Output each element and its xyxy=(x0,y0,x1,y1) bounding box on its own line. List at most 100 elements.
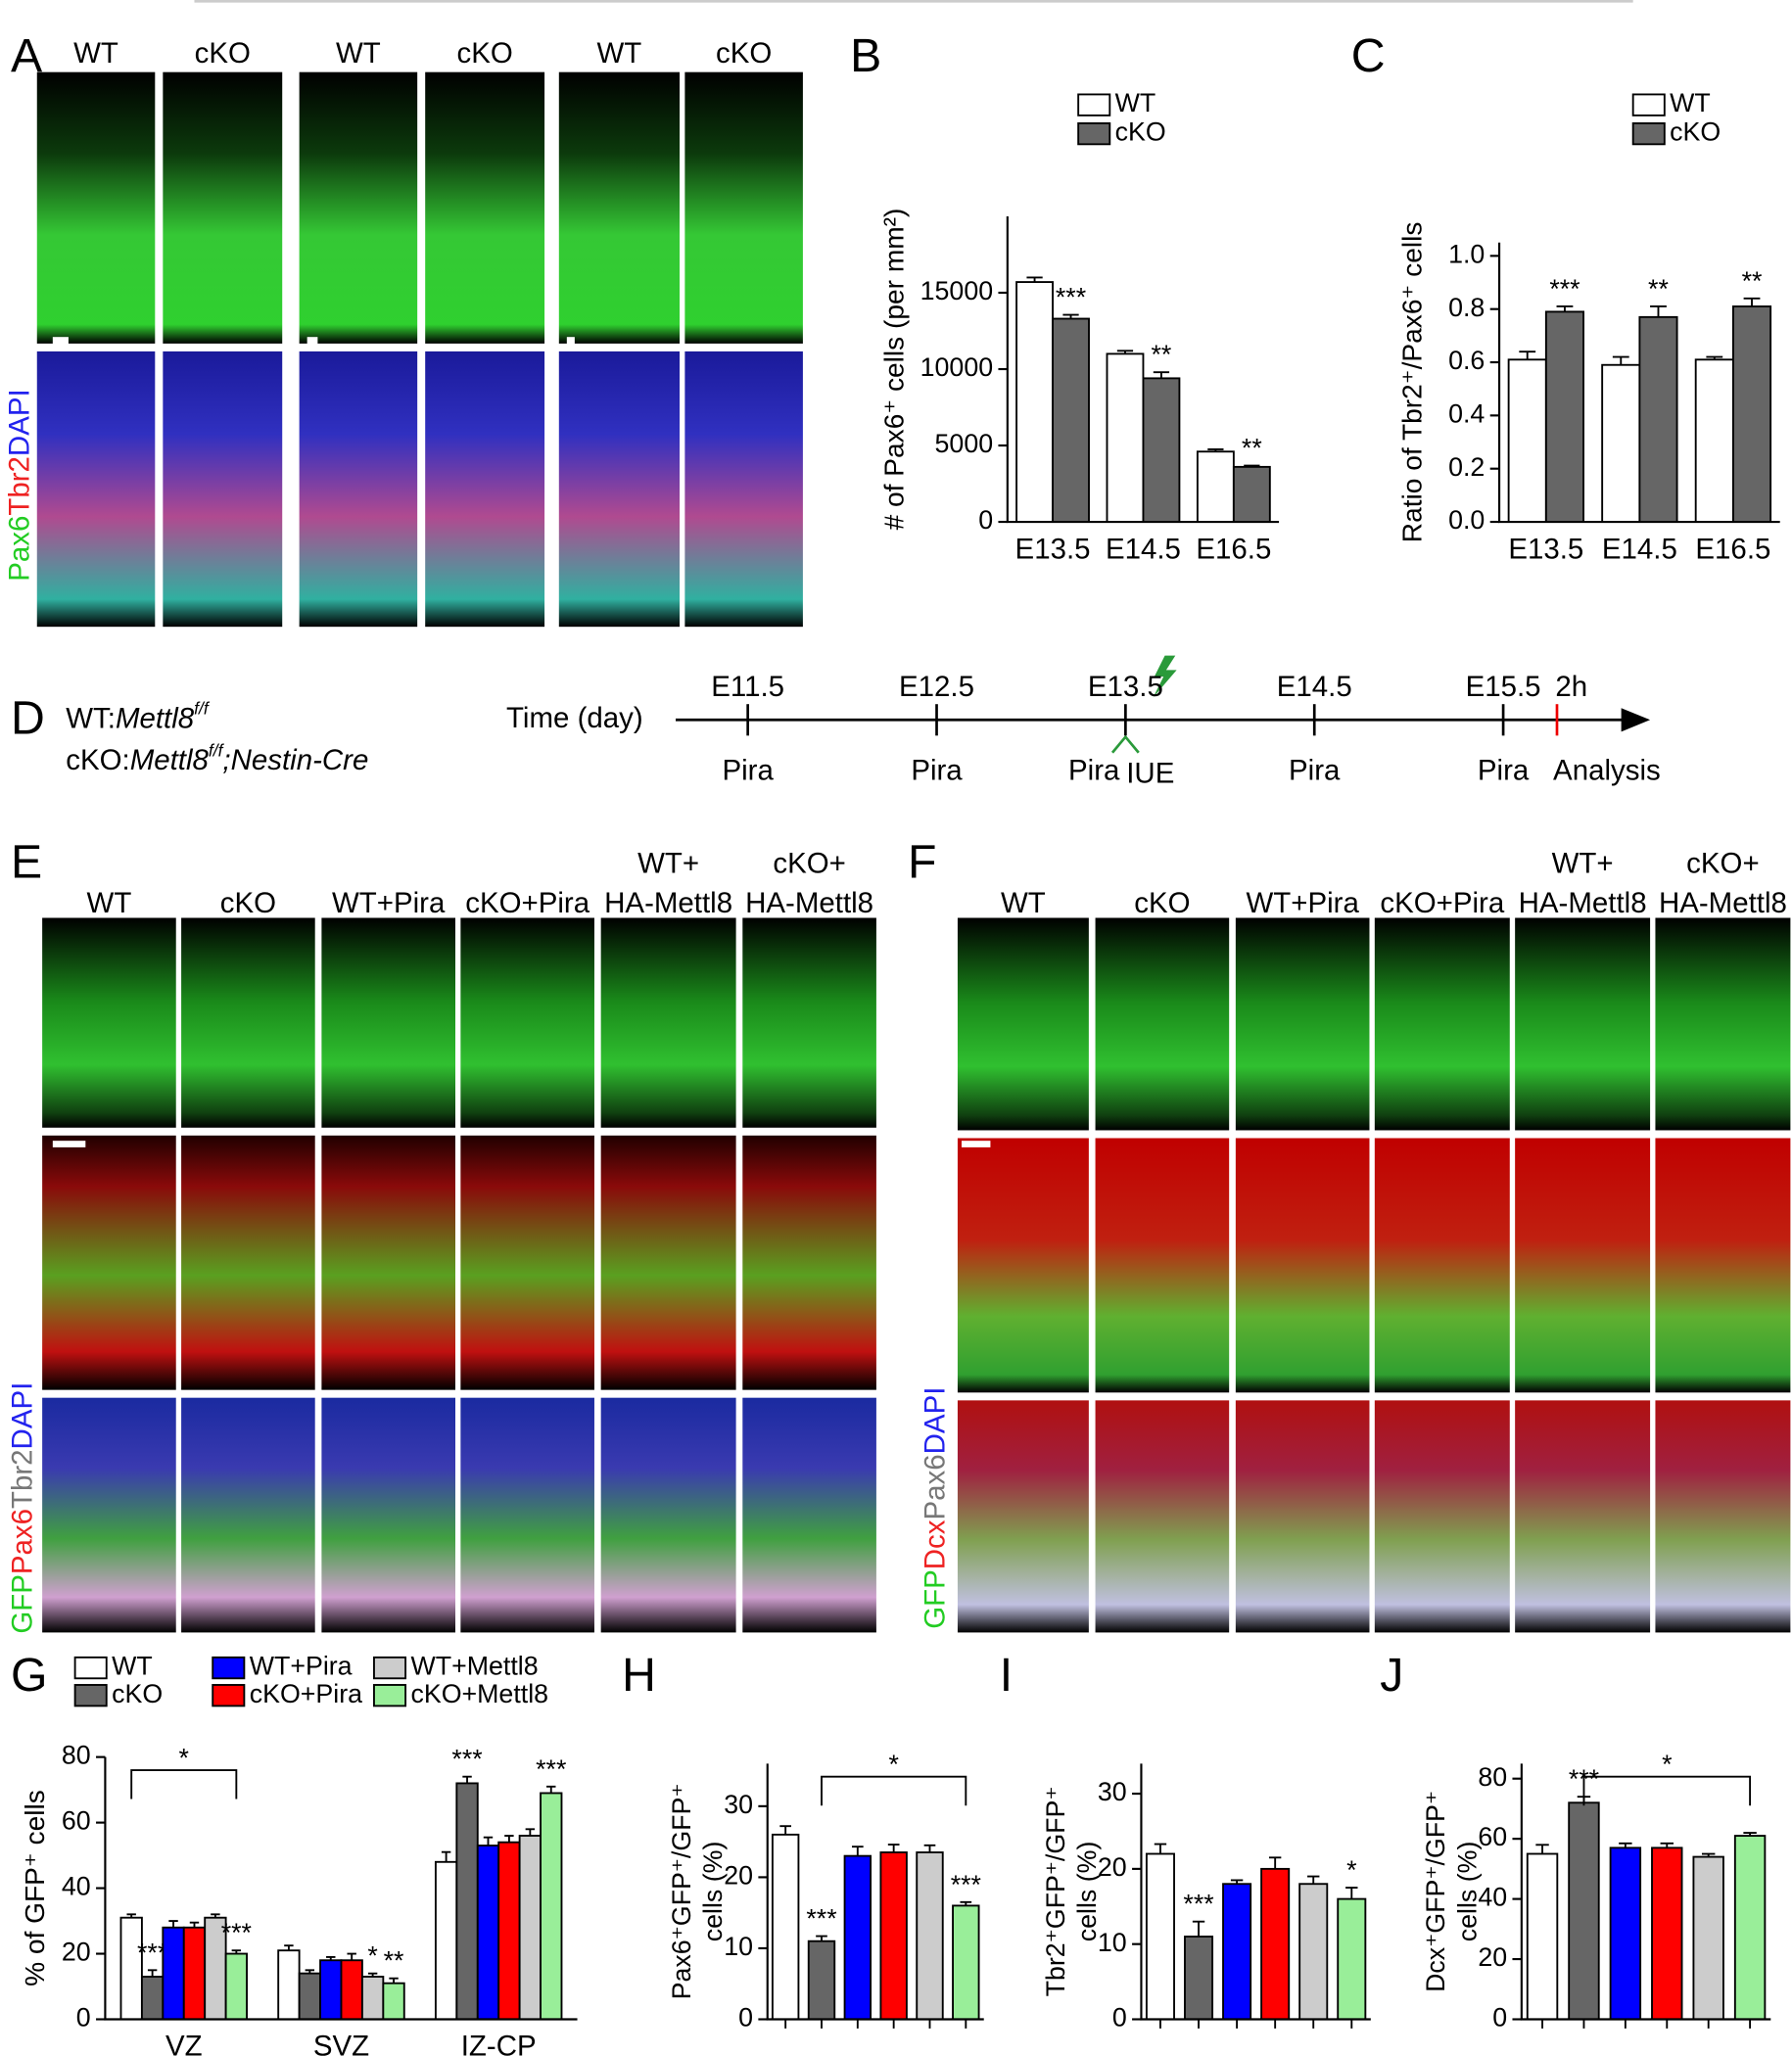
error-bar xyxy=(1743,297,1761,306)
y-tick-label: 0 xyxy=(76,2003,91,2033)
stain-label: Pax6Tbr2DAPI xyxy=(3,389,35,581)
bar xyxy=(1609,1846,1642,2021)
error-bar xyxy=(347,1952,356,1961)
bracket xyxy=(130,1769,238,1799)
micrograph xyxy=(600,1135,736,1390)
stain-label: GFPPax6Tbr2DAPI xyxy=(6,1382,38,1634)
y-tick-label: 10 xyxy=(724,1932,753,1961)
bar xyxy=(952,1904,980,2021)
bar xyxy=(224,1952,248,2021)
micrograph xyxy=(460,1135,594,1390)
bracket xyxy=(821,1775,967,1806)
y-axis-label: Tbr2⁺GFP⁺/GFP⁺ xyxy=(1041,1786,1070,1996)
micrograph xyxy=(1235,917,1370,1131)
significance-label: *** xyxy=(1056,283,1086,312)
x-tick-label: E16.5 xyxy=(1695,533,1770,565)
scale-bar xyxy=(307,337,318,346)
y-tick-label: 10 xyxy=(1098,1928,1127,1957)
error-bar xyxy=(1650,305,1667,317)
y-tick-label: 0 xyxy=(738,2003,753,2033)
day-label: E14.5 xyxy=(1277,671,1352,703)
y-axis-label: Dcx⁺GFP⁺/GFP⁺ xyxy=(1421,1791,1450,1992)
bar xyxy=(1260,1867,1291,2021)
text-part: GFP xyxy=(919,1569,951,1629)
text-part: WT: xyxy=(66,702,116,734)
micrograph xyxy=(1655,1138,1791,1393)
iue-label: IUE xyxy=(1126,757,1174,789)
bar xyxy=(1733,1835,1767,2021)
y-tick-label: 80 xyxy=(62,1741,91,1770)
error-bar xyxy=(126,1913,136,1918)
error-bar xyxy=(1062,313,1079,319)
micrograph xyxy=(684,71,803,344)
bar xyxy=(1694,358,1734,523)
bar xyxy=(518,1835,542,2021)
error-bar xyxy=(1743,1832,1757,1837)
error-bar xyxy=(1207,447,1224,452)
error-bar xyxy=(189,1921,200,1928)
micrograph xyxy=(321,1397,455,1633)
bar xyxy=(1337,1897,1367,2021)
text-part: DAPI xyxy=(3,389,35,456)
bar xyxy=(1298,1883,1329,2021)
y-tick-label: 0 xyxy=(978,505,993,535)
bar xyxy=(1015,281,1054,523)
iue-mark xyxy=(1110,734,1140,754)
column-header: cKO+ xyxy=(1686,848,1759,880)
timeline-label: Time (day) xyxy=(506,702,643,734)
bar xyxy=(1507,358,1547,523)
bar xyxy=(382,1982,405,2021)
error-bar xyxy=(960,1900,972,1906)
bar xyxy=(1692,1855,1724,2021)
stain-label: GFPDcxPax6DAPI xyxy=(919,1387,951,1629)
x-tick-label: SVZ xyxy=(313,2031,369,2056)
bar xyxy=(916,1851,944,2021)
bracket xyxy=(1582,1775,1752,1806)
legend-swatch xyxy=(373,1684,407,1707)
legend-swatch xyxy=(212,1656,246,1680)
significance-label: *** xyxy=(221,1918,252,1947)
treatment-label: Pira xyxy=(911,755,963,787)
bar xyxy=(1651,1846,1683,2021)
x-tick-label: VZ xyxy=(165,2031,203,2056)
bracket-label: * xyxy=(1662,1750,1672,1779)
column-header: WT xyxy=(597,37,642,70)
y-tick-label: 0 xyxy=(1492,2003,1507,2033)
error-bar xyxy=(546,1785,556,1794)
y-tick-label: 20 xyxy=(1098,1852,1127,1882)
y-tick-label: 80 xyxy=(1478,1762,1507,1792)
micrograph xyxy=(42,917,176,1128)
text-part: Tbr2 xyxy=(3,456,35,516)
micrograph xyxy=(42,1397,176,1633)
panel-label: F xyxy=(908,836,936,889)
y-axis-label: Ratio of Tbr2⁺/Pax6⁺ cells xyxy=(1396,222,1427,543)
bracket-label: * xyxy=(179,1743,189,1772)
error-bar xyxy=(147,1969,158,1977)
micrograph xyxy=(742,917,876,1128)
column-header: cKO xyxy=(1134,887,1190,919)
scale-bar xyxy=(52,337,69,346)
text-part: Mettl8 xyxy=(116,702,195,734)
genotype: WT:Mettl8f/f xyxy=(66,698,211,734)
column-header: WT xyxy=(87,887,132,919)
text-part: ;Nestin-Cre xyxy=(222,744,368,776)
bar xyxy=(1196,450,1235,523)
micrograph xyxy=(460,917,594,1128)
error-bar xyxy=(1519,350,1536,360)
significance-label: *** xyxy=(806,1904,836,1934)
micrograph xyxy=(957,1138,1089,1393)
bar xyxy=(1142,377,1181,523)
y-axis-label: cells (%) xyxy=(698,1842,728,1942)
y-tick-label: 15000 xyxy=(920,276,993,305)
column-header: WT xyxy=(1001,887,1046,919)
micrograph xyxy=(299,71,418,344)
micrograph xyxy=(299,350,418,628)
panel-label: C xyxy=(1351,29,1386,82)
x-tick-label: E14.5 xyxy=(1106,533,1181,565)
micrograph xyxy=(1515,917,1651,1131)
micrograph xyxy=(742,1397,876,1633)
significance-label: *** xyxy=(951,1870,981,1899)
micrograph xyxy=(181,917,315,1128)
legend-swatch xyxy=(73,1684,108,1707)
error-bar xyxy=(1701,1852,1716,1857)
